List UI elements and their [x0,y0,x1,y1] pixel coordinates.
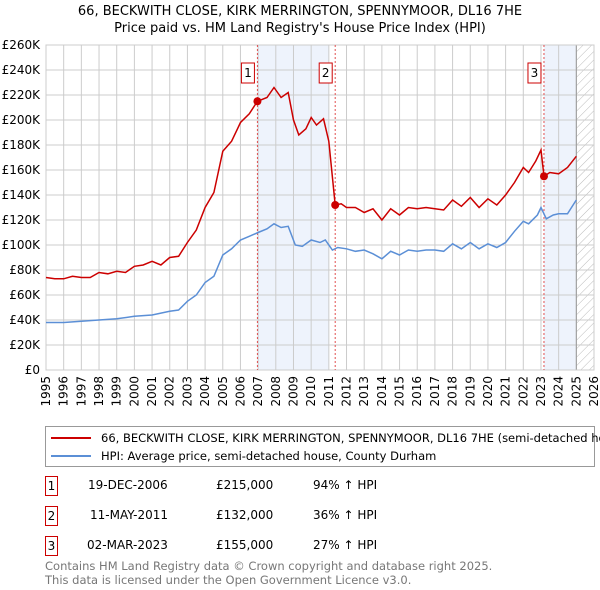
sale-label-box [527,62,542,84]
legend-item-property: 66, BECKWITH CLOSE, KIRK MERRINGTON, SPE… [51,430,600,446]
x-tick-label: 2022 [516,376,530,407]
y-tick-label: £180K [2,138,42,152]
x-tick-label: 2015 [393,376,407,407]
sale-date: 02-MAR-2023 [87,538,168,552]
x-tick-label: 2007 [251,376,265,407]
x-tick-label: 2006 [233,376,247,407]
y-tick-label: £200K [2,113,42,127]
sale-badge: 1 [45,476,58,496]
x-tick-label: 2001 [145,376,159,407]
sale-point [253,97,262,106]
y-tick-label: £80K [9,263,41,277]
x-tick-label: 2023 [534,376,548,407]
y-tick-label: £220K [2,88,42,102]
sale-point [539,172,548,181]
legend-label-hpi: HPI: Average price, semi-detached house,… [101,449,437,463]
chart-title: 66, BECKWITH CLOSE, KIRK MERRINGTON, SPE… [77,4,523,19]
red-line-swatch [51,437,91,439]
y-tick-label: £100K [2,238,42,252]
price-chart: 1995 1996 1997 1998 1999 2000 2001 2002 2003 2004… [2,38,600,407]
sale-label: 2 [322,66,330,80]
x-tick-label: 2003 [180,376,194,407]
forecast-hatch [576,45,594,370]
sale-price: £155,000 [216,538,274,552]
hpi-line [46,199,577,324]
x-tick-label: 2009 [286,376,300,407]
legend-label-property: 66, BECKWITH CLOSE, KIRK MERRINGTON, SPE… [101,431,600,445]
x-tick-label: 2026 [587,376,600,407]
sale-hpi: 94% ↑ HPI [313,478,378,492]
sale-label-box [240,62,255,84]
y-tick-label: £240K [2,63,42,77]
footer-licence: This data is licensed under the Open Gov… [45,573,412,587]
y-tick-label: £0 [25,363,40,377]
y-tick-label: £60K [9,288,41,302]
x-tick-label: 1996 [57,376,71,407]
sale-date: 19-DEC-2006 [88,478,168,492]
legend: 66, BECKWITH CLOSE, KIRK MERRINGTON, SPE… [45,426,600,467]
x-tick-label: 2025 [569,376,583,407]
x-tick-label: 2020 [481,376,495,407]
sale-date: 11-MAY-2011 [90,508,169,522]
property-price-line [45,86,577,280]
sale-label-box [318,62,333,84]
plot-frame [45,44,595,371]
x-tick-label: 1998 [92,376,106,407]
y-tick-label: £260K [2,38,42,52]
x-tick-label: 1997 [74,376,88,407]
y-tick-label: £120K [2,213,42,227]
x-tick-label: 2000 [127,376,141,407]
sale-point [331,201,340,209]
x-tick-label: 2011 [322,376,336,407]
sale-label: 3 [531,66,539,80]
y-tick-label: £20K [9,338,41,352]
y-tick-label: £140K [2,188,42,202]
legend-item-hpi: HPI: Average price, semi-detached house,… [51,448,436,464]
sale-hpi: 36% ↑ HPI [313,508,378,522]
chart-subtitle: Price paid vs. HM Land Registry's House … [114,21,486,36]
x-tick-label: 1995 [39,376,53,407]
x-tick-label: 2008 [269,376,283,407]
sale-badge: 2 [45,506,58,526]
y-tick-label: £40K [9,313,41,327]
x-tick-label: 1999 [110,376,124,407]
sale-hpi: 27% ↑ HPI [313,538,378,552]
x-tick-label: 2012 [340,376,354,407]
x-tick-label: 2016 [410,376,424,407]
footer-copyright: Contains HM Land Registry data © Crown c… [45,559,493,573]
x-tick-label: 2002 [163,376,177,407]
sale-label: 1 [244,66,252,80]
x-tick-label: 2021 [499,376,513,407]
x-tick-label: 2013 [357,376,371,407]
x-tick-label: 2010 [304,376,318,407]
sale-price: £215,000 [216,478,274,492]
x-tick-label: 2014 [375,376,389,407]
x-tick-label: 2017 [428,376,442,407]
sale-price: £132,000 [216,508,274,522]
blue-line-swatch [51,455,91,457]
x-tick-label: 2024 [552,376,566,407]
x-tick-label: 2004 [198,376,212,407]
y-tick-label: £160K [2,163,42,177]
x-tick-label: 2019 [463,376,477,407]
x-tick-label: 2018 [446,376,460,407]
sale-badge: 3 [45,536,58,556]
x-tick-label: 2005 [216,376,230,407]
